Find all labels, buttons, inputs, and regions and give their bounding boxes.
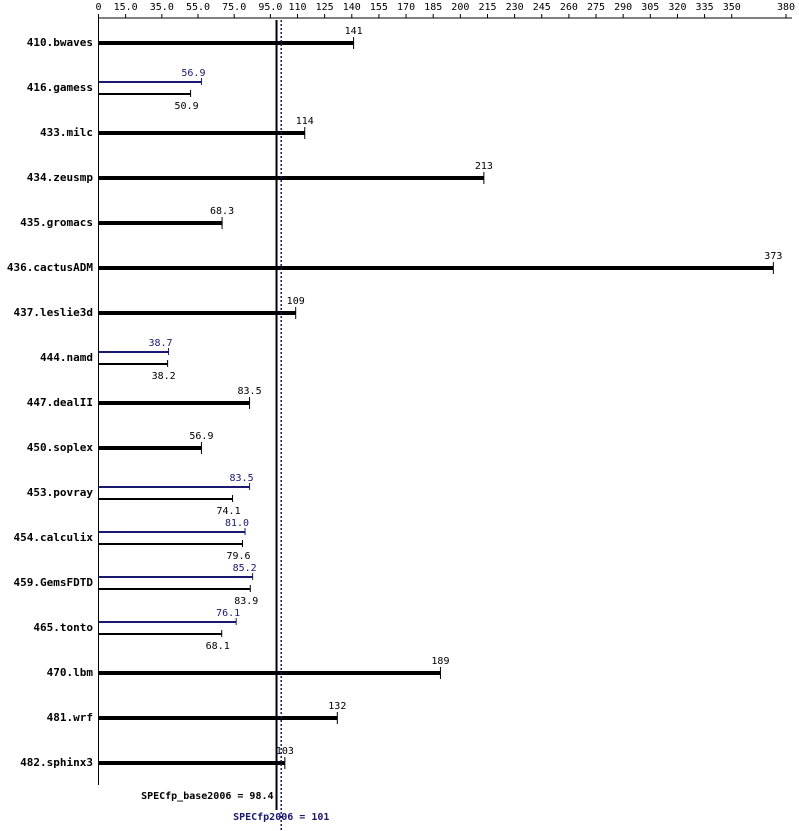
value-label: 38.7 bbox=[148, 338, 172, 349]
value-label: 114 bbox=[296, 116, 314, 127]
bar bbox=[98, 351, 169, 353]
x-tick-label: 155 bbox=[370, 2, 388, 13]
bar bbox=[98, 176, 484, 180]
value-label: 189 bbox=[431, 656, 449, 667]
bar bbox=[98, 498, 233, 500]
category-label: 436.cactusADM bbox=[7, 261, 93, 274]
category-label: 447.dealII bbox=[27, 396, 93, 409]
bar bbox=[98, 761, 285, 765]
category-label: 465.tonto bbox=[33, 621, 93, 634]
value-label: 79.6 bbox=[226, 551, 250, 562]
bar bbox=[98, 576, 253, 578]
x-tick-label: 75.0 bbox=[222, 2, 246, 13]
category-label: 453.povray bbox=[27, 486, 94, 499]
x-tick-label: 305 bbox=[641, 2, 659, 13]
x-tick-label: 230 bbox=[506, 2, 524, 13]
value-label: 76.1 bbox=[216, 608, 240, 619]
x-tick-label: 200 bbox=[451, 2, 469, 13]
category-label: 470.lbm bbox=[47, 666, 94, 679]
x-tick-label: 260 bbox=[560, 2, 578, 13]
category-label: 434.zeusmp bbox=[27, 171, 94, 184]
x-tick-label: 245 bbox=[533, 2, 551, 13]
value-label: 68.3 bbox=[210, 206, 234, 217]
x-tick-label: 380 bbox=[777, 2, 795, 13]
value-label: 81.0 bbox=[225, 518, 249, 529]
category-label: 482.sphinx3 bbox=[20, 756, 93, 769]
category-label: 437.leslie3d bbox=[14, 306, 93, 319]
x-tick-label: 0 bbox=[95, 2, 101, 13]
value-label: 373 bbox=[764, 251, 782, 262]
bar bbox=[98, 131, 305, 135]
bar bbox=[98, 633, 222, 635]
value-label: 83.5 bbox=[238, 386, 262, 397]
category-label: 481.wrf bbox=[47, 711, 93, 724]
reference-label: SPECfp_base2006 = 98.4 bbox=[141, 791, 273, 802]
x-tick-label: 350 bbox=[723, 2, 741, 13]
category-label: 454.calculix bbox=[14, 531, 94, 544]
bar bbox=[98, 266, 774, 270]
value-label: 83.5 bbox=[230, 473, 254, 484]
bar bbox=[98, 716, 338, 720]
value-label: 50.9 bbox=[175, 101, 199, 112]
bar bbox=[98, 446, 202, 450]
value-label: 56.9 bbox=[189, 431, 213, 442]
x-tick-label: 170 bbox=[397, 2, 415, 13]
x-tick-label: 55.0 bbox=[186, 2, 210, 13]
value-label: 85.2 bbox=[233, 563, 257, 574]
bar bbox=[98, 531, 246, 533]
x-tick-label: 185 bbox=[424, 2, 442, 13]
bar bbox=[98, 671, 441, 675]
x-tick-label: 320 bbox=[668, 2, 686, 13]
bar bbox=[98, 41, 354, 45]
category-label: 435.gromacs bbox=[20, 216, 93, 229]
x-tick-label: 95.0 bbox=[258, 2, 282, 13]
bar bbox=[98, 363, 168, 365]
value-label: 132 bbox=[328, 701, 346, 712]
value-label: 68.1 bbox=[206, 641, 230, 652]
bar bbox=[98, 543, 243, 545]
value-label: 103 bbox=[276, 746, 294, 757]
bar bbox=[98, 588, 251, 590]
value-label: 83.9 bbox=[234, 596, 258, 607]
value-label: 109 bbox=[287, 296, 305, 307]
x-tick-label: 15.0 bbox=[114, 2, 138, 13]
x-tick-label: 110 bbox=[288, 2, 306, 13]
category-label: 459.GemsFDTD bbox=[14, 576, 94, 589]
value-label: 56.9 bbox=[181, 68, 205, 79]
reference-label: SPECfp2006 = 101 bbox=[233, 812, 329, 823]
bar bbox=[98, 401, 250, 405]
bar bbox=[98, 93, 191, 95]
x-tick-label: 35.0 bbox=[150, 2, 174, 13]
bar bbox=[98, 311, 296, 315]
x-tick-label: 125 bbox=[316, 2, 334, 13]
bar bbox=[98, 621, 237, 623]
value-label: 38.2 bbox=[152, 371, 176, 382]
category-label: 444.namd bbox=[40, 351, 93, 364]
category-label: 410.bwaves bbox=[27, 36, 93, 49]
bar bbox=[98, 486, 250, 488]
x-tick-label: 275 bbox=[587, 2, 605, 13]
bar bbox=[98, 81, 202, 83]
value-label: 141 bbox=[345, 26, 363, 37]
category-label: 450.soplex bbox=[27, 441, 94, 454]
value-label: 213 bbox=[475, 161, 493, 172]
category-label: 433.milc bbox=[40, 126, 93, 139]
x-tick-label: 215 bbox=[478, 2, 496, 13]
category-label: 416.gamess bbox=[27, 81, 93, 94]
value-label: 74.1 bbox=[217, 506, 241, 517]
x-tick-label: 140 bbox=[343, 2, 361, 13]
x-tick-label: 290 bbox=[614, 2, 632, 13]
bar bbox=[98, 221, 223, 225]
x-tick-label: 335 bbox=[696, 2, 714, 13]
